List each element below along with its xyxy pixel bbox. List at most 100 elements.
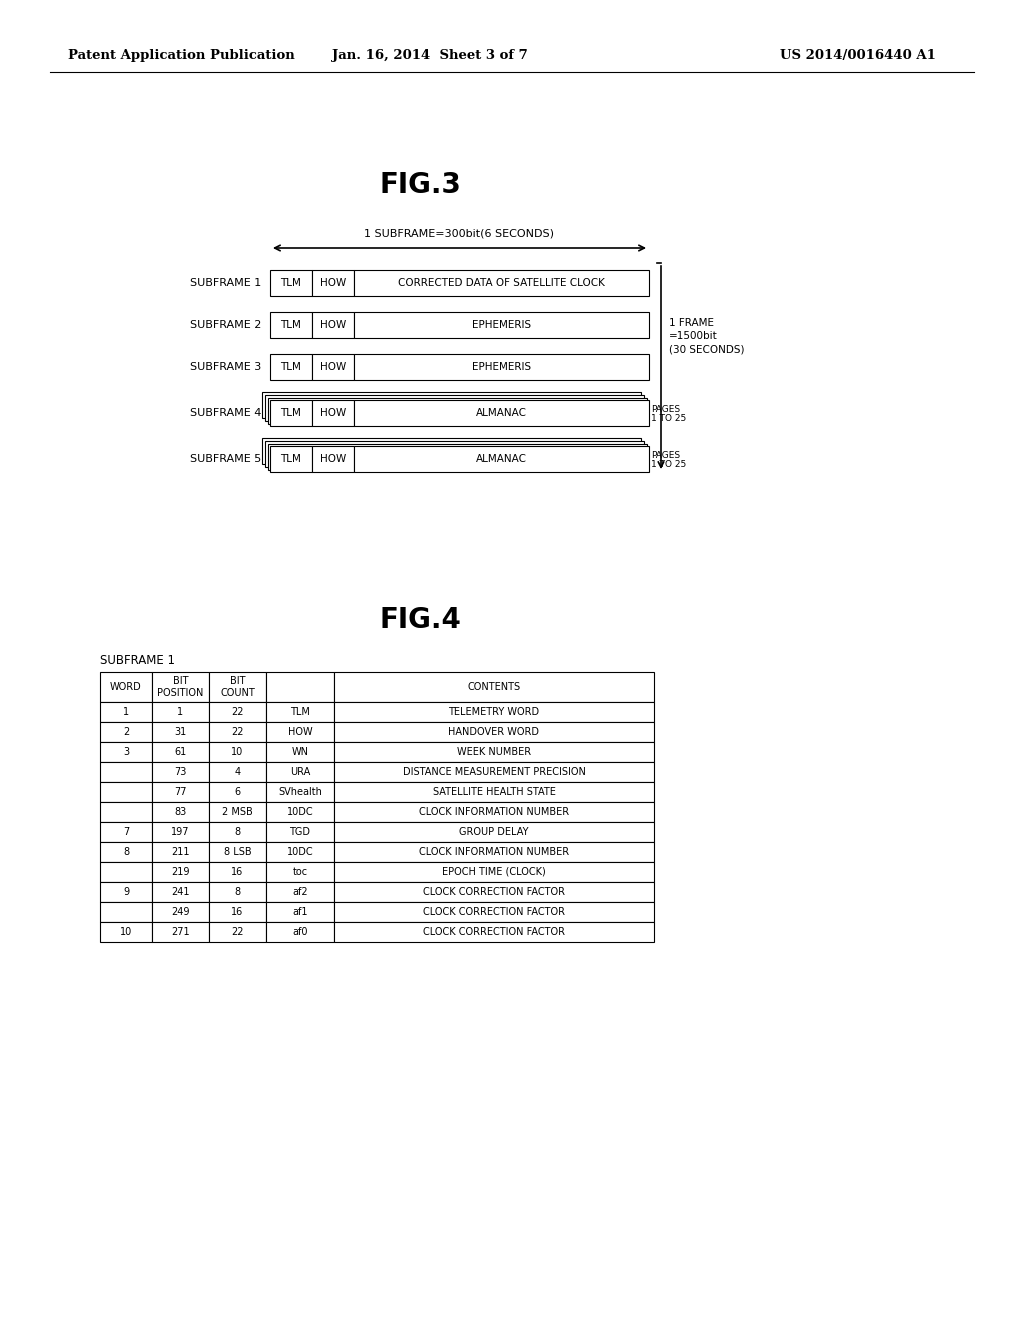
- Text: 1: 1: [177, 708, 183, 717]
- Bar: [270, 271, 312, 296]
- Bar: [209, 722, 266, 742]
- Text: 7: 7: [123, 828, 129, 837]
- Bar: [209, 862, 266, 882]
- Bar: [266, 762, 334, 781]
- Bar: [152, 882, 209, 902]
- Text: URA: URA: [290, 767, 310, 777]
- Bar: [266, 822, 334, 842]
- Text: 10: 10: [120, 927, 132, 937]
- Bar: [100, 781, 152, 803]
- Bar: [270, 400, 312, 426]
- Bar: [152, 803, 209, 822]
- Text: 241: 241: [171, 887, 189, 898]
- Text: TLM: TLM: [281, 408, 301, 418]
- Text: SUBFRAME 5: SUBFRAME 5: [189, 454, 261, 465]
- Text: 3: 3: [123, 747, 129, 756]
- Bar: [100, 672, 152, 702]
- Bar: [152, 862, 209, 882]
- Text: 8: 8: [234, 887, 241, 898]
- Bar: [266, 882, 334, 902]
- Text: CLOCK CORRECTION FACTOR: CLOCK CORRECTION FACTOR: [423, 927, 565, 937]
- Bar: [265, 395, 644, 421]
- Bar: [334, 803, 654, 822]
- Bar: [270, 312, 312, 338]
- Text: FIG.3: FIG.3: [379, 172, 461, 199]
- Text: TLM: TLM: [281, 279, 301, 288]
- Bar: [209, 902, 266, 921]
- Bar: [152, 902, 209, 921]
- Bar: [266, 902, 334, 921]
- Text: WORD: WORD: [111, 682, 142, 692]
- Bar: [266, 803, 334, 822]
- Bar: [334, 902, 654, 921]
- Text: 1 SUBFRAME=300bit(6 SECONDS): 1 SUBFRAME=300bit(6 SECONDS): [365, 228, 555, 238]
- Bar: [152, 672, 209, 702]
- Text: 22: 22: [231, 927, 244, 937]
- Bar: [266, 781, 334, 803]
- Text: PAGES: PAGES: [651, 405, 680, 414]
- Bar: [100, 902, 152, 921]
- Text: =1500bit: =1500bit: [669, 331, 718, 341]
- Text: 1 TO 25: 1 TO 25: [651, 414, 686, 422]
- Text: SUBFRAME 1: SUBFRAME 1: [100, 653, 175, 667]
- Bar: [312, 446, 354, 473]
- Bar: [266, 672, 334, 702]
- Bar: [354, 271, 649, 296]
- Text: SUBFRAME 4: SUBFRAME 4: [189, 408, 261, 418]
- Text: EPHEMERIS: EPHEMERIS: [472, 319, 531, 330]
- Bar: [265, 441, 644, 467]
- Bar: [266, 742, 334, 762]
- Text: SUBFRAME 1: SUBFRAME 1: [189, 279, 261, 288]
- Bar: [262, 438, 641, 465]
- Text: EPOCH TIME (CLOCK): EPOCH TIME (CLOCK): [442, 867, 546, 876]
- Bar: [209, 781, 266, 803]
- Bar: [152, 781, 209, 803]
- Text: 8 LSB: 8 LSB: [223, 847, 251, 857]
- Bar: [334, 822, 654, 842]
- Text: 271: 271: [171, 927, 189, 937]
- Text: Jan. 16, 2014  Sheet 3 of 7: Jan. 16, 2014 Sheet 3 of 7: [332, 49, 528, 62]
- Bar: [209, 762, 266, 781]
- Bar: [100, 862, 152, 882]
- Text: 8: 8: [234, 828, 241, 837]
- Text: 249: 249: [171, 907, 189, 917]
- Text: (30 SECONDS): (30 SECONDS): [669, 345, 744, 354]
- Text: 211: 211: [171, 847, 189, 857]
- Text: CLOCK INFORMATION NUMBER: CLOCK INFORMATION NUMBER: [419, 807, 569, 817]
- Text: CLOCK INFORMATION NUMBER: CLOCK INFORMATION NUMBER: [419, 847, 569, 857]
- Bar: [152, 702, 209, 722]
- Text: 1 FRAME: 1 FRAME: [669, 318, 714, 327]
- Bar: [270, 446, 312, 473]
- Text: toc: toc: [293, 867, 307, 876]
- Text: BIT
POSITION: BIT POSITION: [158, 676, 204, 698]
- Text: HOW: HOW: [319, 319, 346, 330]
- Bar: [152, 742, 209, 762]
- Bar: [100, 722, 152, 742]
- Text: 10DC: 10DC: [287, 847, 313, 857]
- Bar: [354, 354, 649, 380]
- Text: Patent Application Publication: Patent Application Publication: [68, 49, 295, 62]
- Bar: [152, 921, 209, 942]
- Text: 1: 1: [123, 708, 129, 717]
- Text: TLM: TLM: [290, 708, 310, 717]
- Bar: [334, 781, 654, 803]
- Text: 77: 77: [174, 787, 186, 797]
- Bar: [152, 762, 209, 781]
- Text: 16: 16: [231, 907, 244, 917]
- Text: PAGES: PAGES: [651, 451, 680, 459]
- Bar: [100, 762, 152, 781]
- Text: TLM: TLM: [281, 319, 301, 330]
- Bar: [334, 862, 654, 882]
- Text: SVhealth: SVhealth: [279, 787, 322, 797]
- Text: CONTENTS: CONTENTS: [467, 682, 520, 692]
- Bar: [266, 702, 334, 722]
- Bar: [334, 742, 654, 762]
- Bar: [152, 822, 209, 842]
- Bar: [266, 842, 334, 862]
- Text: WN: WN: [292, 747, 308, 756]
- Bar: [209, 742, 266, 762]
- Bar: [268, 399, 647, 424]
- Text: TGD: TGD: [290, 828, 310, 837]
- Bar: [100, 822, 152, 842]
- Text: 2: 2: [123, 727, 129, 737]
